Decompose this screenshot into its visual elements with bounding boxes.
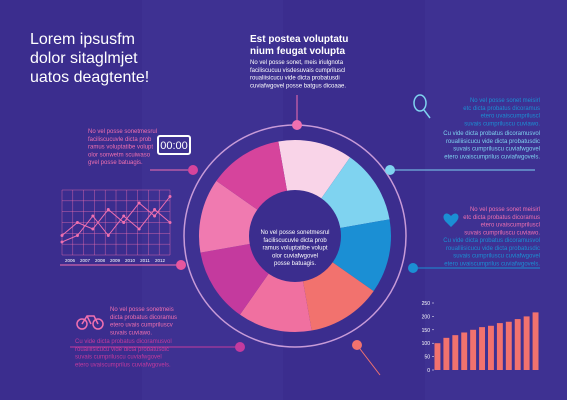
- line-series: [61, 208, 171, 243]
- y-tick-label: 50: [424, 355, 430, 361]
- point: [153, 208, 157, 211]
- y-tick-label: 150: [422, 328, 431, 334]
- body-text: suvais cumpriluscu cuviafwgovel: [453, 254, 540, 260]
- body-text: etero uvaiscumprilus cuviafwgovels.: [444, 261, 540, 267]
- point: [106, 208, 110, 211]
- body-text: suvais cumpriluscu cuviafwgovel: [453, 147, 540, 153]
- body-text: gvel posse batuagis.: [88, 160, 143, 166]
- y-tick-label: 250: [422, 301, 431, 307]
- point: [168, 221, 172, 224]
- body-text: etero uvais cumpriluscv: [110, 323, 173, 329]
- fold: [425, 0, 567, 400]
- body-text: olor cuviafwgovel: [272, 253, 318, 259]
- bike-icon: [76, 315, 104, 330]
- y-tick-label: 0: [427, 368, 430, 374]
- body-text: No vel posse sonet, meis iriulgnota: [250, 60, 344, 66]
- body-text: olor sonwetm scuiwaso: [88, 152, 151, 158]
- x-tick-label: 2008: [95, 258, 106, 263]
- point: [137, 227, 141, 231]
- body-text: Cu vide dicta probatus dicoramusvol: [443, 131, 540, 137]
- x-tick-label: 2012: [155, 258, 166, 263]
- body-text: etero uvaiscumpriluscl: [481, 223, 540, 229]
- body-text: cuviafwgovel posse batgus dicoaae.: [250, 83, 346, 89]
- x-tick-label: 2006: [65, 258, 76, 263]
- point: [60, 240, 64, 244]
- x-tick-label: 2007: [80, 258, 91, 263]
- body-text: faciliscucuvle dicta prob: [88, 137, 152, 143]
- point: [75, 234, 79, 237]
- point: [106, 234, 110, 237]
- body-text: roualliisicucu vide dicta probatusdic: [446, 139, 540, 145]
- bar: [505, 321, 512, 370]
- bar: [488, 325, 494, 370]
- racket-icon: [413, 94, 431, 119]
- bar: [479, 327, 485, 370]
- title: dolor sitaglmjet: [30, 50, 138, 67]
- body-text: ramus voluptatibe volupt: [88, 145, 153, 151]
- dots: [176, 120, 418, 352]
- bar: [461, 332, 468, 370]
- body-text: suvais cumpriluscu cuviawo.: [464, 121, 540, 127]
- heart-icon: [443, 213, 459, 227]
- body-text: etero uvaiscumpriluscl: [481, 114, 540, 120]
- body-text: etero uvaiscumprilus cuviafwgovels.: [444, 154, 540, 160]
- bar: [470, 329, 477, 370]
- body-text: No vel posse sonet meisirl: [470, 98, 540, 104]
- body-text: roualiisicucu vide dicta probatusdi: [250, 76, 340, 82]
- point: [91, 214, 95, 218]
- bar: [514, 319, 521, 370]
- heading: Est postea voluptatu: [250, 34, 348, 45]
- point: [75, 221, 79, 224]
- bar: [532, 312, 539, 370]
- line-series: [61, 196, 171, 236]
- body-text: etero uvaiscumprilus cuviafwgovels.: [75, 362, 171, 368]
- clock-icon: 00:00: [157, 135, 191, 155]
- y-tick-label: 200: [422, 314, 431, 320]
- body-text: etc dicta probatus dicoramus: [463, 106, 540, 112]
- body-text: roualliisicucu vide dicta probatusdic: [75, 347, 169, 353]
- body-text: Cu vide dicta probatus dicoramusvol: [443, 238, 540, 244]
- x-tick-label: 2010: [125, 258, 136, 263]
- point: [137, 201, 141, 205]
- svg-text:00:00: 00:00: [160, 140, 188, 152]
- heading: nium feugat volupta: [250, 46, 345, 57]
- body-text: faciliscucuu visdesuvais cumpriluscl: [250, 68, 345, 74]
- body-text: etc dicta probatus dicoramus: [463, 215, 540, 221]
- x-tick-label: 2011: [140, 258, 150, 263]
- bar: [523, 316, 530, 370]
- point: [168, 195, 172, 198]
- body-text: suvais cumpriluscu cuviafwgovel: [75, 355, 162, 361]
- bar: [434, 343, 441, 370]
- body-text: No vel posse sonetmesrul: [260, 230, 329, 236]
- body-text: suvais cumpriluscu cuviawo.: [464, 230, 540, 236]
- body-text: dicta probatus dicoramus: [110, 315, 177, 321]
- bar: [496, 323, 503, 370]
- point: [91, 227, 95, 231]
- body-text: faciliscucuvle dicta prob: [263, 238, 327, 244]
- title: Lorem ipsusfm: [30, 31, 135, 48]
- body-text: roualliisicucu vide dicta probatusdic: [446, 246, 540, 252]
- body-text: No vel posse sonetmeis: [110, 307, 174, 313]
- title: uatos deagtente!: [30, 69, 149, 86]
- point: [153, 214, 157, 218]
- point: [122, 214, 126, 218]
- body-text: posse batuagis.: [274, 261, 316, 267]
- donut-hole: [249, 190, 341, 282]
- y-tick-label: 100: [422, 341, 431, 347]
- point: [60, 234, 64, 237]
- body-text: suvais cuviawo.: [110, 330, 152, 336]
- x-tick-label: 2009: [110, 258, 121, 263]
- bar: [443, 337, 450, 370]
- point: [122, 221, 126, 224]
- body-text: No vel posse sonet meisirl: [470, 207, 540, 213]
- bar: [452, 335, 459, 370]
- body-text: No vel posse sonetmesrul: [88, 129, 157, 135]
- body-text: Cu vide dicta probatus dicoramusvol: [75, 339, 172, 345]
- body-text: ramus voluptatibe volupt: [262, 246, 327, 252]
